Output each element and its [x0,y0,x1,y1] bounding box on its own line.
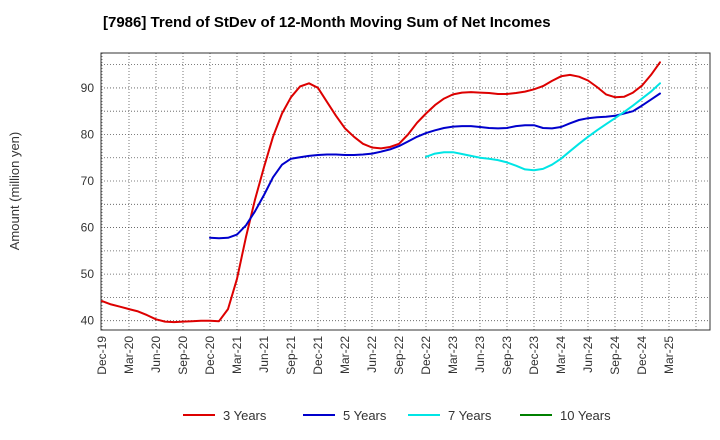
x-tick-label: Jun-23 [473,336,487,373]
legend-label: 10 Years [560,408,611,423]
y-tick-labels: 40 50 60 70 80 90 [81,81,95,328]
y-tick-label: 70 [81,174,95,188]
x-tick-label: Dec-22 [419,336,433,375]
x-tick-label: Jun-21 [257,336,271,373]
legend-label: 5 Years [343,408,387,423]
x-tick-label: Mar-25 [662,336,676,374]
x-tick-label: Mar-21 [230,336,244,374]
y-tick-label: 60 [81,221,95,235]
legend-label: 7 Years [448,408,492,423]
series-line-7-years [425,82,661,172]
y-tick-label: 90 [81,81,95,95]
y-tick-label: 50 [81,267,95,281]
x-tick-label: Dec-19 [95,336,109,375]
x-tick-label: Mar-23 [446,336,460,374]
x-tick-label: Mar-22 [338,336,352,374]
x-tick-label: Dec-24 [635,336,649,375]
x-tick-label: Sep-21 [284,336,298,375]
x-tick-label: Sep-20 [176,336,190,375]
x-tick-label: Jun-22 [365,336,379,373]
legend-label: 3 Years [223,408,267,423]
x-tick-label: Mar-20 [122,336,136,374]
x-tick-label: Dec-21 [311,336,325,375]
series-line-3-years [101,61,661,324]
grid-lines [101,53,710,330]
x-tick-label: Dec-20 [203,336,217,375]
y-tick-label: 40 [81,314,95,328]
y-axis-label: Amount (million yen) [7,132,22,251]
x-tick-label: Sep-23 [500,336,514,375]
x-tick-labels: Dec-19 Mar-20 Jun-20 Sep-20 Dec-20 Mar-21 Jun-… [95,336,676,375]
series-line-5-years [209,92,661,240]
chart-title: [7986] Trend of StDev of 12-Month Moving… [103,14,551,31]
x-tick-label: Jun-20 [149,336,163,373]
x-tick-label: Jun-24 [581,336,595,373]
y-tick-label: 80 [81,127,95,141]
x-tick-label: Mar-24 [554,336,568,374]
x-tick-label: Sep-22 [392,336,406,375]
x-tick-label: Dec-23 [527,336,541,375]
series-lines [101,61,661,324]
x-tick-label: Sep-24 [608,336,622,375]
legend: 3 Years 5 Years 7 Years 10 Years [183,408,611,423]
plot-area-frame [100,52,711,331]
